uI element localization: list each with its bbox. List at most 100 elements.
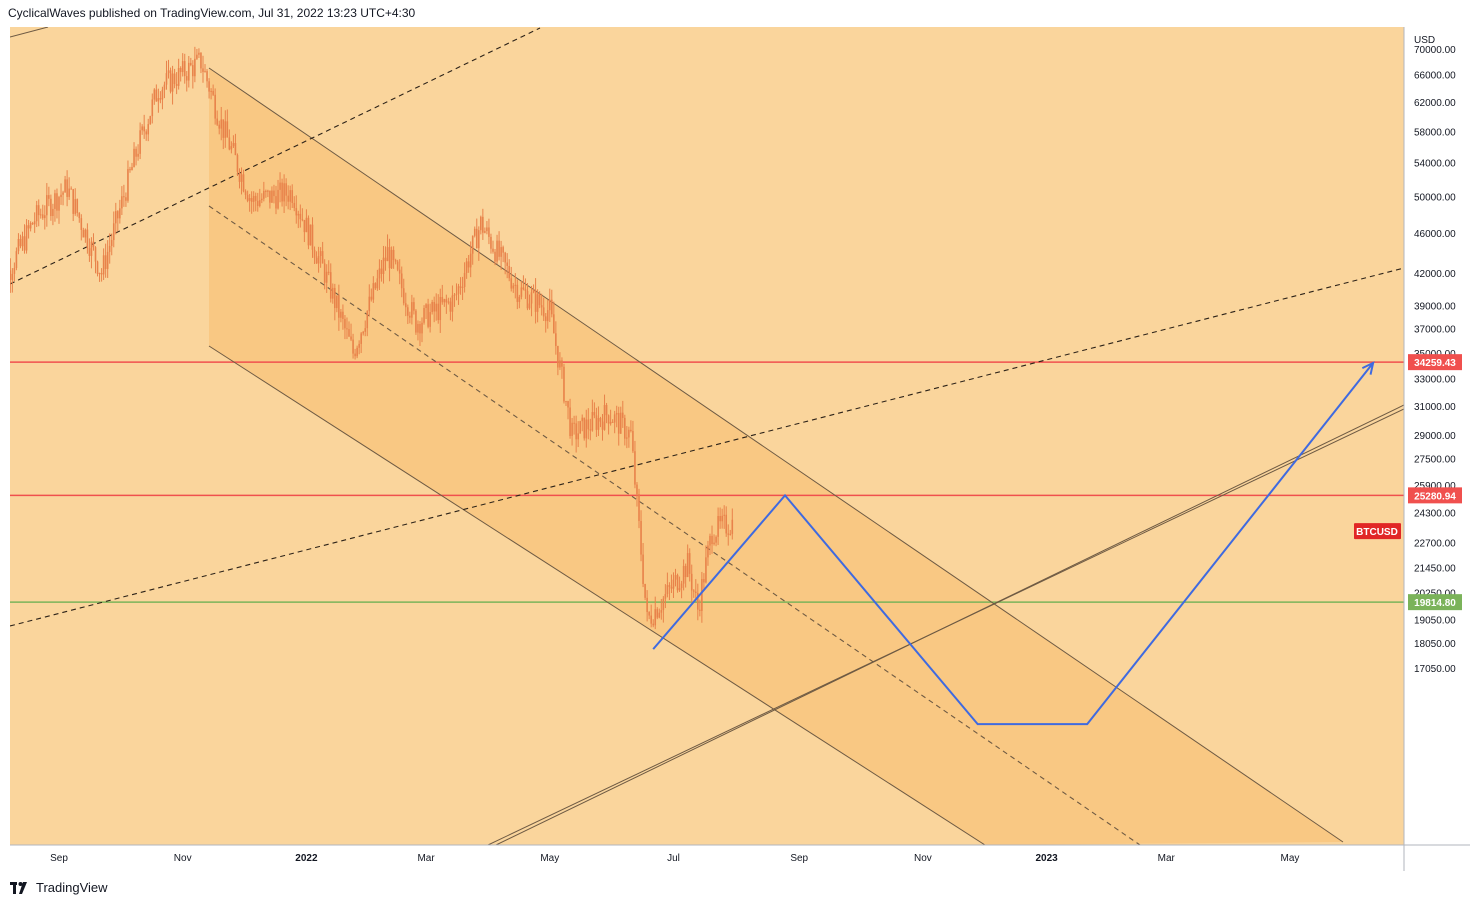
- candle-280: [563, 363, 565, 404]
- candle-335: [674, 568, 677, 587]
- candle-125: [248, 193, 251, 212]
- candle-53: [102, 248, 105, 281]
- candle-72: [141, 124, 143, 135]
- candle-169: [338, 284, 340, 331]
- candle-18: [31, 221, 34, 225]
- candle-61: [119, 199, 121, 224]
- candle-140: [279, 172, 281, 203]
- candle-158: [315, 251, 318, 264]
- candle-320: [644, 583, 646, 601]
- candle-352: [709, 533, 711, 556]
- price-tick-label: 24300.00: [1414, 509, 1456, 520]
- candle-82: [161, 86, 164, 110]
- price-tick-label: 17050.00: [1414, 664, 1456, 675]
- candle-175: [350, 323, 352, 342]
- candle-214: [429, 303, 431, 333]
- candle-146: [291, 184, 294, 208]
- level-tag-1: 25280.94: [1408, 487, 1462, 504]
- candle-27: [50, 194, 52, 221]
- candle-142: [283, 174, 285, 214]
- candle-76: [149, 115, 152, 125]
- candle-59: [114, 202, 117, 235]
- candle-353: [711, 525, 713, 554]
- candle-305: [613, 410, 616, 434]
- candle-300: [603, 394, 606, 431]
- candle-349: [703, 573, 705, 591]
- candle-96: [190, 57, 192, 67]
- time-axis[interactable]: Sep Nov 2022 Mar May Jul Sep Nov 2023 Mar May: [50, 853, 1299, 864]
- candle-332: [668, 582, 671, 600]
- candle-174: [348, 321, 350, 338]
- candle-43: [82, 227, 85, 238]
- candle-301: [605, 402, 608, 424]
- tradingview-footer[interactable]: TradingView: [10, 880, 108, 895]
- price-tick-label: 37000.00: [1414, 324, 1456, 335]
- candle-223: [447, 297, 450, 305]
- candle-295: [593, 402, 596, 419]
- candle-276: [555, 321, 557, 355]
- candle-60: [117, 210, 119, 232]
- candle-8: [11, 268, 14, 293]
- candle-193: [386, 234, 389, 262]
- candle-218: [437, 294, 440, 324]
- time-tick-label: Sep: [790, 853, 808, 864]
- candle-342: [688, 548, 691, 582]
- candle-192: [384, 246, 387, 271]
- candle-204: [409, 311, 411, 324]
- candle-239: [480, 215, 482, 235]
- price-tick-label: 21450.00: [1414, 563, 1456, 574]
- candle-181: [362, 330, 364, 336]
- candle-105: [208, 78, 210, 99]
- candle-21: [37, 199, 40, 227]
- candle-144: [287, 185, 289, 210]
- candle-222: [445, 294, 448, 314]
- candle-199: [398, 259, 401, 285]
- price-tick-label: 50000.00: [1414, 192, 1456, 203]
- price-axis[interactable]: 70000.00 66000.00 62000.00 58000.00 54000.00…: [1414, 45, 1456, 675]
- tradingview-brand: TradingView: [36, 880, 108, 895]
- candle-103: [204, 64, 206, 73]
- candle-84: [165, 60, 168, 90]
- candle-13: [21, 231, 24, 251]
- candle-119: [236, 153, 239, 176]
- price-tick-label: 39000.00: [1414, 301, 1456, 312]
- price-tick-label: 18050.00: [1414, 639, 1456, 650]
- candle-143: [285, 178, 287, 207]
- candle-313: [630, 420, 632, 433]
- candle-287: [577, 421, 579, 448]
- candle-109: [216, 110, 218, 126]
- candle-231: [463, 262, 466, 293]
- candle-242: [486, 221, 488, 235]
- rising-dashed-line-upper: [10, 27, 541, 285]
- candle-99: [196, 48, 198, 60]
- time-tick-label: 2022: [295, 853, 318, 864]
- candle-75: [147, 118, 150, 142]
- candle-254: [510, 266, 513, 292]
- candle-165: [329, 263, 332, 303]
- candle-362: [729, 529, 732, 536]
- candle-57: [110, 233, 113, 256]
- projection-path: [652, 362, 1374, 726]
- candle-188: [376, 269, 379, 291]
- candle-152: [303, 219, 306, 243]
- candle-176: [352, 333, 354, 359]
- candle-233: [467, 254, 470, 273]
- candle-10: [15, 247, 18, 271]
- candle-314: [632, 420, 634, 454]
- candle-185: [370, 288, 373, 302]
- time-tick-label: May: [1281, 853, 1300, 864]
- candle-257: [516, 279, 519, 310]
- candle-114: [226, 109, 229, 138]
- candle-330: [664, 584, 667, 609]
- candle-39: [74, 188, 77, 216]
- candle-344: [692, 589, 695, 598]
- svg-text:BTCUSD: BTCUSD: [1356, 527, 1398, 538]
- candle-36: [68, 177, 70, 200]
- candle-359: [723, 505, 725, 529]
- candle-22: [39, 208, 42, 219]
- candle-205: [411, 294, 413, 325]
- candle-315: [634, 440, 636, 489]
- candle-130: [258, 188, 261, 208]
- price-tick-label: 62000.00: [1414, 98, 1456, 109]
